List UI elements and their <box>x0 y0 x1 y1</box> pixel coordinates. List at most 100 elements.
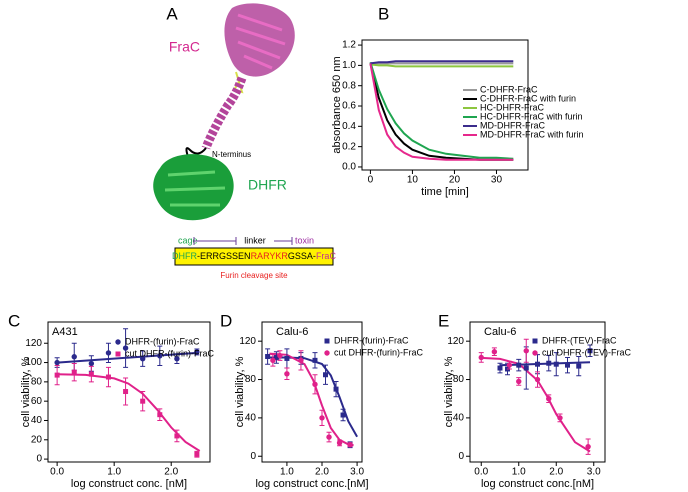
marker <box>123 389 129 395</box>
x-tick-label: 1.0 <box>512 467 526 478</box>
legend-label: cut DHFR-(furin)-FraC <box>125 348 214 358</box>
seq-part: -ERRGSSEN <box>197 251 251 261</box>
y-axis-label: cell viability, % <box>443 356 455 427</box>
y-tick-label: 0.0 <box>342 162 356 173</box>
marker <box>88 360 95 367</box>
structure-illustration <box>153 3 295 221</box>
seq-part: RARYKR <box>251 251 289 261</box>
marker <box>139 355 146 362</box>
cage-label: DHFR <box>248 177 287 193</box>
plot-frame <box>47 321 211 463</box>
marker <box>587 348 593 354</box>
y-tick-label: 80 <box>453 374 465 385</box>
marker <box>105 374 111 380</box>
marker <box>270 357 276 364</box>
cell-line-label: Calu-6 <box>484 326 516 338</box>
y-tick-label: 0.6 <box>342 101 356 112</box>
line <box>369 62 514 160</box>
frac-helix <box>201 76 247 150</box>
x-axis-label: time [min] <box>421 186 469 198</box>
panel-label: C <box>8 311 20 330</box>
frac-domain <box>224 3 295 77</box>
legend-swatch <box>532 338 538 344</box>
legend-label: DHFR-(furin)-FraC <box>125 336 200 346</box>
marker <box>516 362 522 368</box>
panel-label: A <box>166 4 178 23</box>
y-tick-label: 0.2 <box>342 141 356 152</box>
y-tick-label: 100 <box>25 357 42 368</box>
marker <box>174 355 180 362</box>
legend-swatch <box>324 338 330 344</box>
marker <box>277 352 283 359</box>
marker <box>553 361 559 367</box>
x-axis-label: log construct conc.[nM] <box>255 478 368 490</box>
marker <box>523 365 529 371</box>
fit-curve <box>57 351 197 364</box>
y-tick-label: 1.2 <box>342 40 356 51</box>
marker <box>157 353 163 359</box>
y-tick-label: 1.0 <box>342 60 356 71</box>
legend-label: cut DHFR-(TEV)-FraC <box>542 347 631 357</box>
marker <box>491 349 498 355</box>
panel-label: D <box>220 311 232 330</box>
y-tick-label: 0.8 <box>342 80 356 91</box>
toxin-label: FraC <box>169 39 200 55</box>
seq-part: GSSA- <box>288 251 316 261</box>
legend-label: C-DHFR-FraC <box>480 84 538 94</box>
y-tick-label: 120 <box>25 338 42 349</box>
marker <box>557 415 563 421</box>
marker <box>122 345 129 351</box>
marker <box>340 412 346 418</box>
marker <box>323 372 329 378</box>
marker <box>565 362 570 368</box>
x-tick-label: 10 <box>407 175 419 186</box>
fit-curve <box>499 361 591 367</box>
legend-label: HC-DHFR-FraC with furin <box>480 111 583 121</box>
sequence: DHFR-ERRGSSENRARYKRGSSA-FraC <box>172 251 336 261</box>
marker <box>516 378 522 385</box>
legend-swatch <box>324 350 330 356</box>
y-tick-label: 40 <box>453 413 465 424</box>
legend-label: DHFR-(TEV)-FraC <box>542 335 617 345</box>
legend-swatch <box>115 351 121 357</box>
marker <box>140 398 146 404</box>
x-tick-label: 0 <box>368 175 374 186</box>
marker <box>534 376 541 383</box>
x-tick-label: 3.0 <box>350 467 364 478</box>
legend-swatch <box>532 350 538 356</box>
marker <box>478 354 484 361</box>
marker <box>298 357 304 364</box>
marker <box>194 349 200 355</box>
x-tick-label: 20 <box>449 175 461 186</box>
x-tick-label: 2.0 <box>315 467 329 478</box>
marker <box>54 372 60 378</box>
marker <box>105 350 112 356</box>
marker <box>535 361 540 367</box>
plot-frame <box>261 321 363 463</box>
marker <box>265 354 271 360</box>
n-terminus-label: N-terminus <box>212 150 251 159</box>
y-tick-label: 20 <box>31 434 43 445</box>
panel-label: E <box>438 311 449 330</box>
marker <box>194 451 200 457</box>
x-tick-label: 0.0 <box>50 467 64 478</box>
y-tick-label: 80 <box>245 374 257 385</box>
scheme-cage: cage <box>178 235 198 245</box>
marker <box>174 433 180 439</box>
scheme-linker: linker <box>244 235 266 245</box>
y-tick-label: 0 <box>36 454 42 465</box>
x-axis-label: log construct conc.[nM] <box>481 478 594 490</box>
cleavage-caption: Furin cleavage site <box>220 271 288 280</box>
legend-label: HC-DHFR-FraC <box>480 102 544 112</box>
marker <box>347 442 353 448</box>
marker <box>312 381 318 388</box>
marker <box>157 412 163 418</box>
x-tick-label: 2.0 <box>164 467 178 478</box>
frac-strands <box>235 13 286 70</box>
x-tick-label: 2.0 <box>549 467 563 478</box>
fit-curve <box>57 373 201 452</box>
legend-swatch <box>115 339 121 345</box>
fit-curve <box>481 356 591 453</box>
marker <box>284 371 290 377</box>
